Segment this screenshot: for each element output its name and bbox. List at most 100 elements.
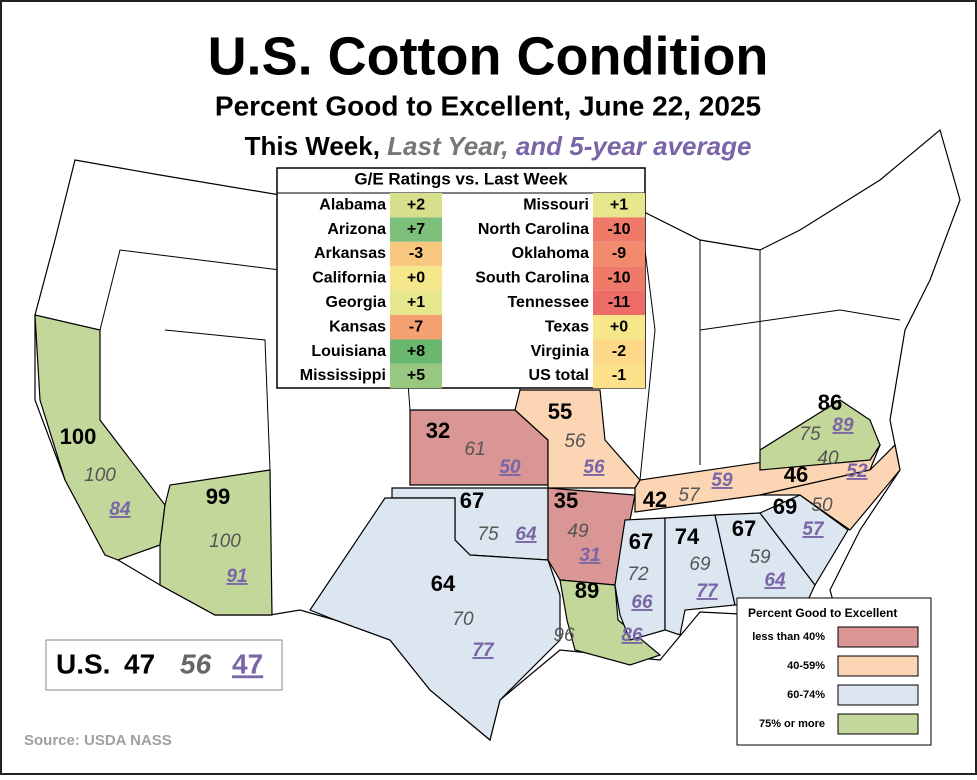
this-week: 89 bbox=[575, 578, 599, 603]
change-value: +2 bbox=[407, 196, 425, 213]
title: U.S. Cotton Condition bbox=[208, 26, 769, 86]
state-shape bbox=[714, 512, 816, 606]
this-week: 35 bbox=[554, 488, 578, 513]
change-cell bbox=[390, 363, 442, 389]
this-week: 86 bbox=[818, 390, 842, 415]
five-year-average: 77 bbox=[696, 581, 719, 602]
change-value: +1 bbox=[407, 294, 425, 311]
last-year: 49 bbox=[567, 521, 589, 542]
last-year: 59 bbox=[749, 547, 771, 568]
legend-swatch bbox=[837, 655, 919, 677]
change-cell bbox=[390, 217, 442, 242]
change-value: -10 bbox=[607, 221, 630, 238]
five-year-average: 64 bbox=[764, 570, 786, 591]
state-shape bbox=[759, 399, 881, 471]
state-name: Louisiana bbox=[311, 343, 386, 360]
subtitle: Percent Good to Excellent, June 22, 2025 bbox=[215, 90, 761, 121]
this-week: 42 bbox=[643, 487, 667, 512]
key-average: and 5-year average bbox=[516, 131, 752, 161]
states-layer: 100 100 84 99 100 91 32 61 50 55 56 56 67 75 64 64 70 77 3… bbox=[34, 314, 901, 742]
last-year: 100 bbox=[84, 465, 116, 486]
five-year-average: 31 bbox=[579, 545, 600, 566]
changes-table: G/E Ratings vs. Last Week Alabama +2 Misso… bbox=[276, 167, 646, 389]
change-cell bbox=[593, 193, 645, 218]
change-cell bbox=[593, 217, 645, 242]
state-name: Oklahoma bbox=[512, 245, 589, 262]
last-year: 100 bbox=[209, 531, 241, 552]
state-name: US total bbox=[529, 367, 589, 384]
last-year: 57 bbox=[678, 485, 701, 506]
state-name: Tennessee bbox=[507, 294, 589, 311]
change-cell bbox=[593, 363, 645, 389]
five-year-average: 66 bbox=[631, 592, 653, 613]
change-value: -11 bbox=[608, 294, 630, 311]
change-cell bbox=[593, 315, 645, 340]
five-year-average: 86 bbox=[621, 625, 643, 646]
last-year: 75 bbox=[477, 524, 499, 545]
change-cell bbox=[390, 193, 442, 218]
change-value: -3 bbox=[409, 245, 423, 262]
us-label: U.S. bbox=[56, 648, 110, 679]
five-year-average: 89 bbox=[832, 415, 854, 436]
legend-swatch bbox=[837, 626, 919, 648]
last-year: 96 bbox=[553, 625, 575, 646]
state-shape bbox=[309, 497, 561, 742]
key-this-week: This Week, bbox=[245, 131, 380, 161]
legend: Percent Good to Excellent less than 40% 4… bbox=[736, 597, 932, 746]
change-value: +7 bbox=[407, 221, 425, 238]
last-year: 56 bbox=[564, 431, 586, 452]
this-week: 67 bbox=[629, 529, 653, 554]
five-year-average: 84 bbox=[109, 499, 131, 520]
key-line: This Week, Last Year, and 5-year average bbox=[245, 131, 752, 161]
legend-label: 75% or more bbox=[759, 718, 825, 730]
state-shape bbox=[34, 314, 166, 561]
state-name: South Carolina bbox=[475, 270, 589, 287]
last-year: 69 bbox=[689, 554, 711, 575]
state-name: California bbox=[312, 270, 386, 287]
change-cell bbox=[593, 339, 645, 364]
legend-swatch bbox=[837, 684, 919, 706]
five-year-average: 64 bbox=[515, 524, 537, 545]
us-this-week: 47 bbox=[124, 648, 155, 679]
this-week: 46 bbox=[784, 462, 808, 487]
state-name: Mississippi bbox=[300, 367, 386, 384]
five-year-average: 57 bbox=[802, 519, 825, 540]
change-value: -2 bbox=[612, 343, 626, 360]
state-name: Texas bbox=[545, 318, 589, 335]
last-year: 40 bbox=[817, 448, 839, 469]
change-cell bbox=[593, 266, 645, 291]
us-last-year: 56 bbox=[180, 648, 212, 679]
table-title: G/E Ratings vs. Last Week bbox=[354, 169, 568, 188]
change-value: -9 bbox=[612, 245, 626, 262]
five-year-average: 50 bbox=[499, 457, 521, 478]
state-name: Missouri bbox=[523, 196, 589, 213]
change-cell bbox=[593, 241, 645, 267]
state-name: Arkansas bbox=[314, 245, 386, 262]
change-cell bbox=[593, 290, 645, 315]
change-value: +5 bbox=[407, 367, 425, 384]
change-value: +1 bbox=[610, 196, 628, 213]
change-cell bbox=[390, 290, 442, 315]
state-name: North Carolina bbox=[478, 221, 589, 238]
five-year-average: 56 bbox=[583, 457, 605, 478]
five-year-average: 91 bbox=[226, 566, 247, 587]
five-year-average: 77 bbox=[472, 640, 495, 661]
state-name: Arizona bbox=[327, 221, 386, 238]
change-value: -1 bbox=[612, 367, 626, 384]
last-year: 70 bbox=[452, 609, 474, 630]
table-box bbox=[276, 167, 646, 389]
state-shape bbox=[759, 494, 849, 587]
change-value: +8 bbox=[407, 343, 425, 360]
us-box bbox=[45, 639, 283, 691]
state-shape bbox=[159, 469, 273, 616]
this-week: 64 bbox=[431, 571, 456, 596]
change-cell bbox=[390, 266, 442, 291]
state-name: Kansas bbox=[329, 318, 386, 335]
change-cell bbox=[390, 339, 442, 364]
change-value: -7 bbox=[409, 318, 423, 335]
five-year-average: 52 bbox=[846, 461, 868, 482]
this-week: 69 bbox=[773, 494, 797, 519]
change-value: +0 bbox=[407, 270, 425, 287]
legend-label: 40-59% bbox=[787, 660, 825, 672]
legend-label: 60-74% bbox=[787, 689, 825, 701]
